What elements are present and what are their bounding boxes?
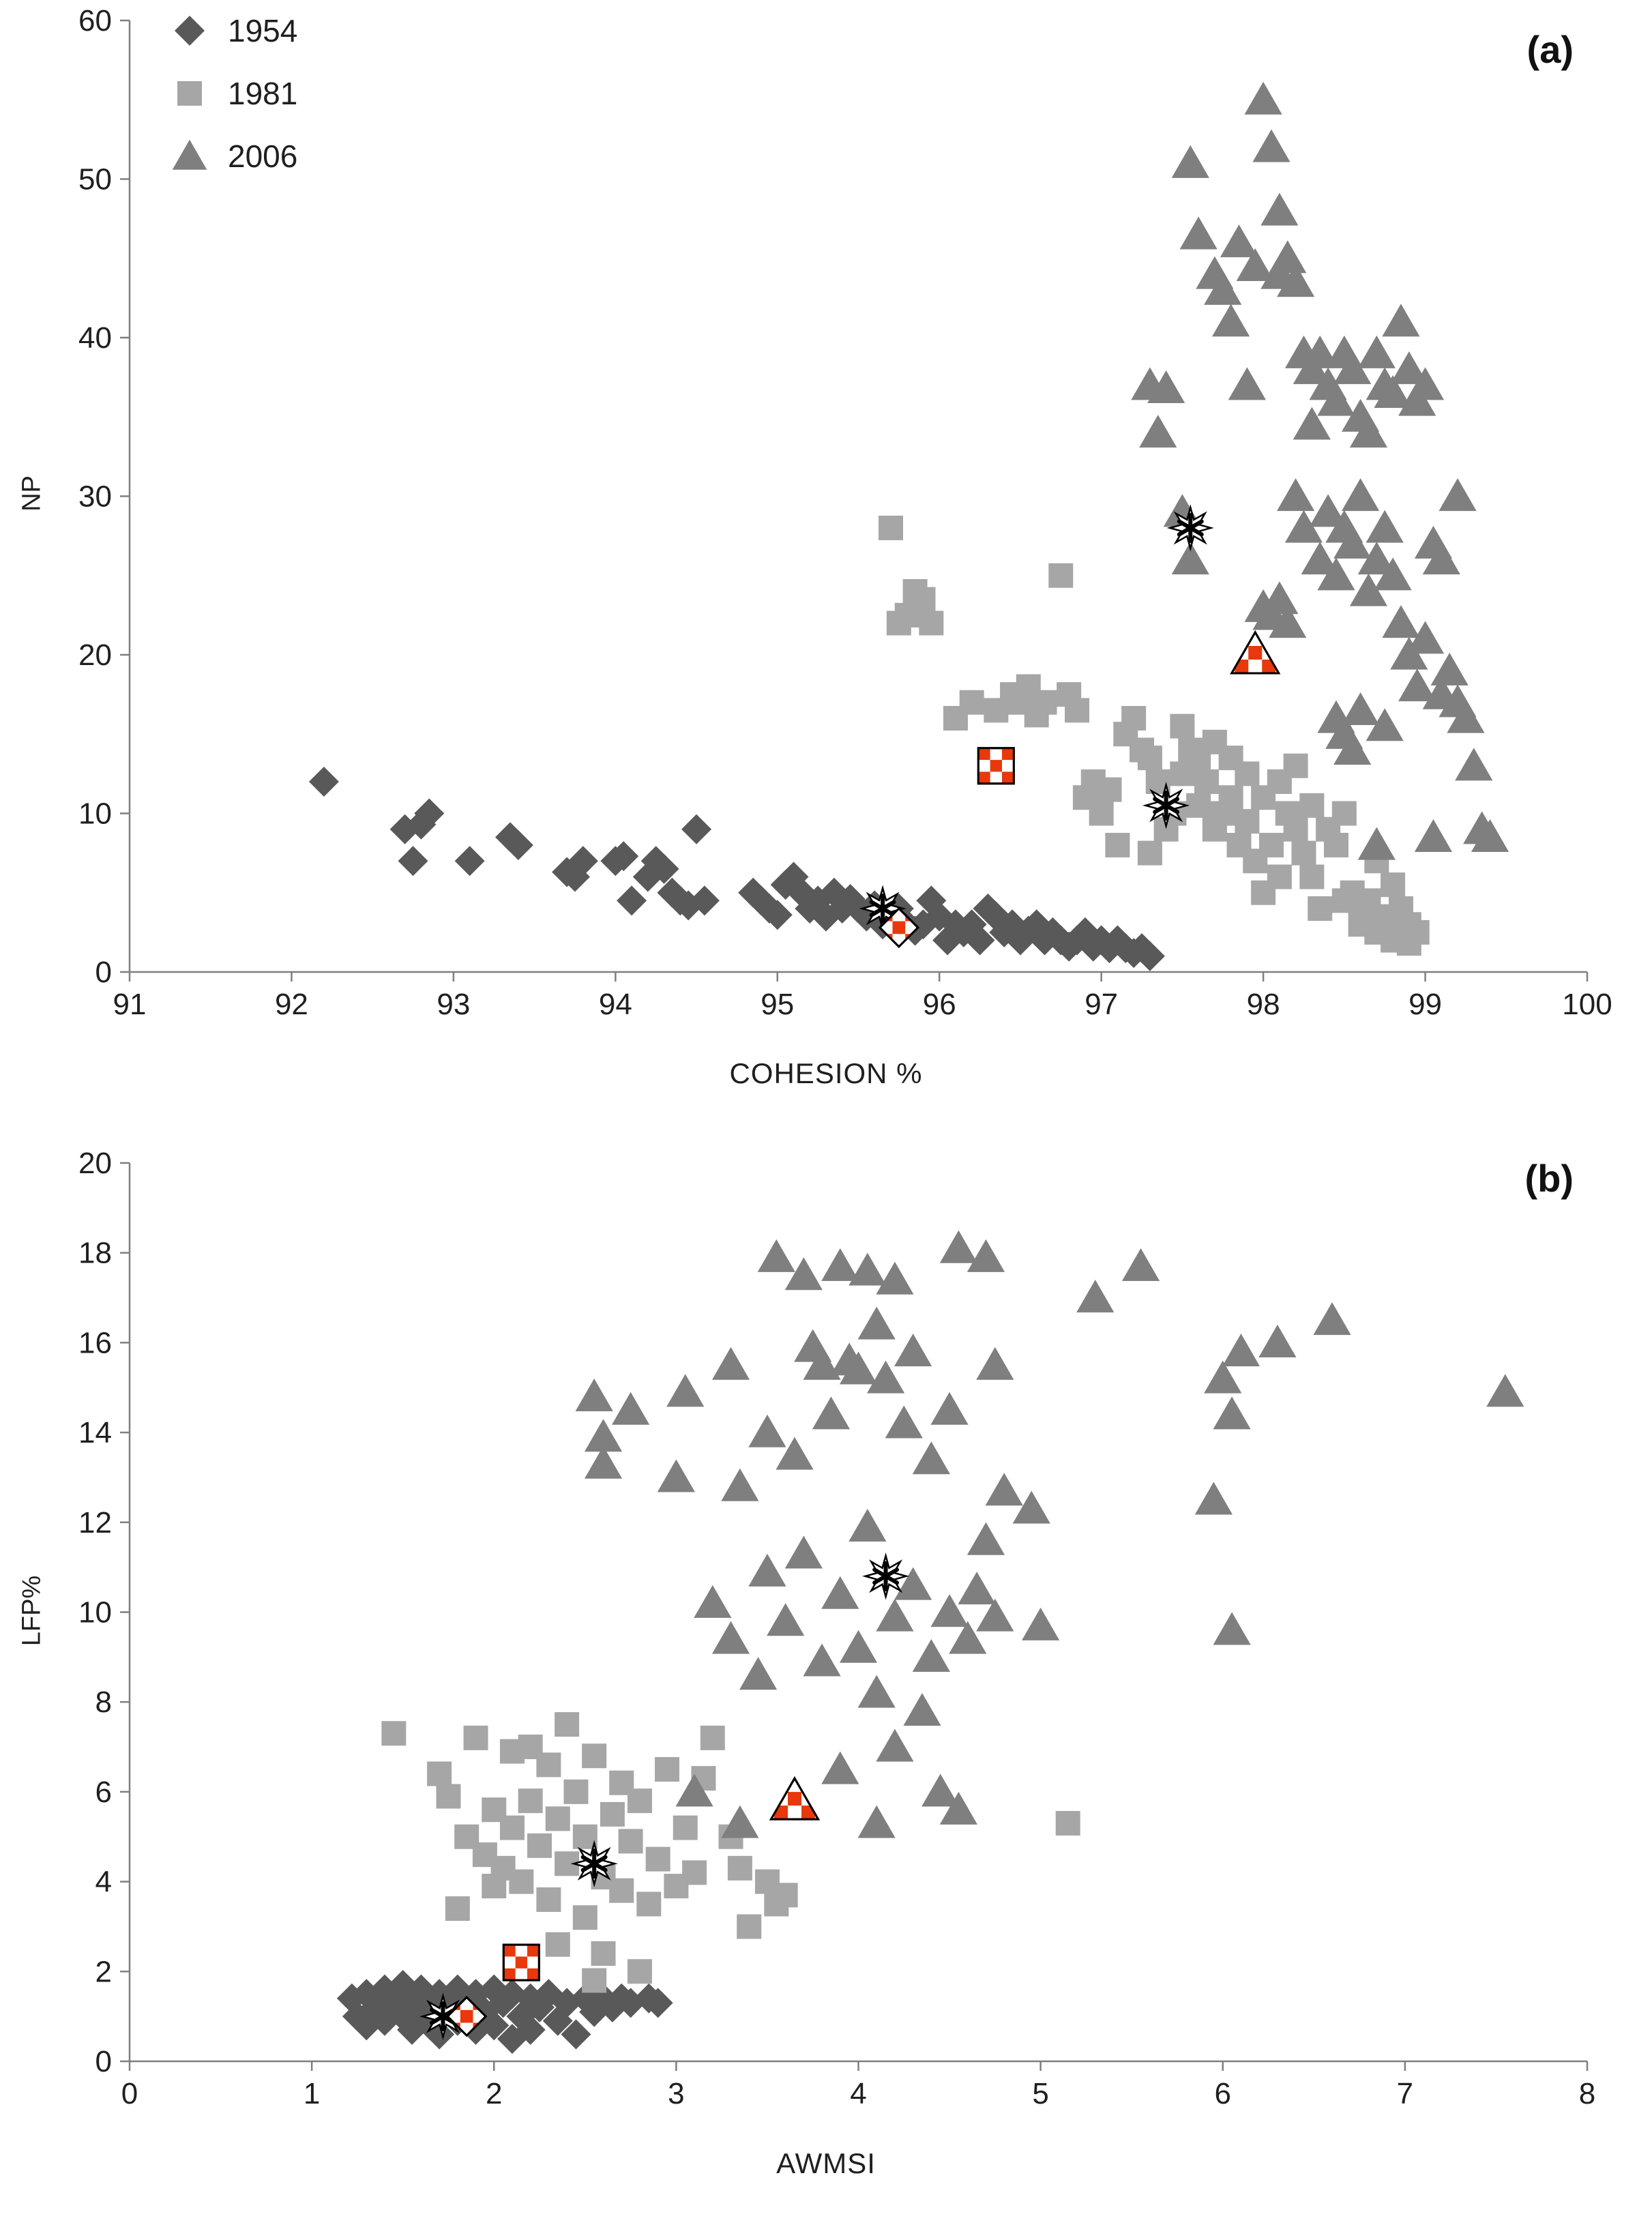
x-tick-label: 8: [1579, 2077, 1595, 2110]
series-1981-points: [878, 516, 1430, 956]
legend: 1954 1981 2006: [172, 12, 297, 175]
legend-item-2006: 2006: [172, 138, 297, 175]
y-tick-label: 6: [95, 1775, 112, 1809]
x-tick-label: 99: [1408, 988, 1442, 1021]
x-tick-label: 5: [1032, 2077, 1048, 2110]
y-tick-label: 0: [95, 956, 112, 989]
y-tick-label: 60: [78, 4, 112, 38]
x-tick-label: 1: [304, 2077, 320, 2110]
square-icon: [177, 81, 202, 106]
y-tick-label: 40: [78, 321, 112, 355]
x-tick-label: 94: [599, 988, 632, 1021]
x-axis-title-a: COHESION %: [729, 1057, 923, 1089]
y-tick-label: 12: [78, 1506, 112, 1539]
y-tick-label: 4: [95, 1866, 112, 1899]
y-axis-title-b: LFP%: [17, 1575, 46, 1647]
legend-marker: [177, 81, 202, 106]
x-tick-label: 4: [850, 2077, 866, 2110]
y-tick-label: 8: [95, 1685, 112, 1719]
scatter-svg-a: 91 92 93 94 95 96 97 98 99 100 0 10 20 30 40 50 60: [78, 4, 1612, 1021]
legend-label: 2006: [228, 138, 298, 174]
y-tick-label: 30: [78, 480, 112, 514]
special-square-checker: [503, 1945, 540, 1981]
x-tick-label: 100: [1562, 988, 1612, 1021]
y-tick-label: 16: [78, 1326, 112, 1359]
legend-label: 1954: [228, 13, 298, 48]
x-tick-label: 92: [275, 988, 308, 1021]
chart-panel-b: 0 1 2 3 4 5 6 7 8 0 2 4 6 8 10 12 14 16 18 20 LFP% AWMSI (b…: [0, 1119, 1652, 2225]
series-2006-points: [1131, 81, 1509, 860]
y-tick-label: 20: [78, 1147, 112, 1180]
y-tick-label: 20: [78, 638, 112, 672]
special-square-checker: [978, 748, 1014, 784]
panel-label-b: (b): [1524, 1157, 1574, 1200]
x-tick-label: 98: [1247, 988, 1280, 1021]
x-tick-label: 95: [761, 988, 794, 1021]
panel-label-a: (a): [1526, 28, 1574, 71]
legend-marker: [175, 16, 205, 46]
y-tick-label: 50: [78, 163, 112, 196]
x-tick-label: 96: [923, 988, 956, 1021]
x-tick-label: 0: [121, 2077, 138, 2110]
legend-marker: [172, 139, 207, 170]
legend-item-1954: 1954: [172, 12, 297, 49]
x-tick-label: 6: [1215, 2077, 1231, 2110]
x-tick-label: 2: [486, 2077, 502, 2110]
x-axis-title-b: AWMSI: [776, 2147, 876, 2179]
series-1954-points: [336, 1970, 673, 2054]
x-tick-label: 7: [1397, 2077, 1413, 2110]
y-tick-label: 2: [95, 1955, 112, 1988]
x-tick-label: 93: [437, 988, 470, 1021]
y-axis-title-a: NP: [17, 475, 46, 512]
x-tick-label: 3: [668, 2077, 684, 2110]
y-tick-label: 10: [78, 797, 112, 831]
legend-item-1981: 1981: [172, 75, 297, 112]
y-tick-label: 10: [78, 1596, 112, 1630]
triangle-icon: [172, 139, 207, 170]
y-tick-label: 18: [78, 1237, 112, 1270]
x-tick-label: 91: [113, 988, 147, 1021]
series-1981-points: [381, 1712, 1080, 1993]
chart-panel-a: 91 92 93 94 95 96 97 98 99 100 0 10 20 30 40 50 60 NP CO…: [17, 4, 1612, 1089]
x-tick-label: 97: [1085, 988, 1118, 1021]
diamond-icon: [175, 16, 205, 46]
y-tick-label: 0: [95, 2045, 112, 2078]
legend-label: 1981: [228, 76, 298, 111]
series-1954-points: [308, 767, 1165, 971]
y-tick-label: 14: [78, 1416, 112, 1449]
